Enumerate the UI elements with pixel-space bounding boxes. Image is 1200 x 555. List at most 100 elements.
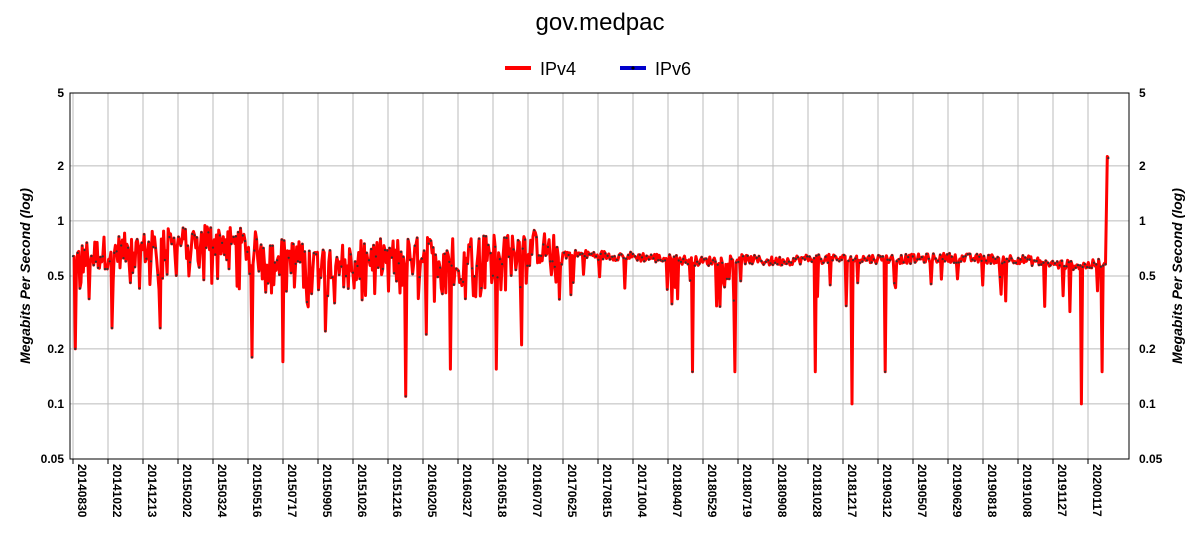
data-point	[546, 245, 550, 249]
data-point	[985, 259, 988, 262]
data-point	[627, 254, 630, 257]
data-point	[452, 283, 455, 286]
data-point	[443, 252, 446, 255]
data-point	[1019, 258, 1022, 261]
data-point	[969, 252, 972, 256]
data-point	[659, 258, 662, 262]
data-point	[1058, 264, 1061, 267]
data-point	[904, 253, 908, 256]
data-point	[1070, 260, 1073, 263]
data-point	[310, 292, 313, 295]
data-point	[432, 246, 435, 249]
data-point	[682, 258, 685, 261]
data-point	[959, 260, 963, 263]
data-point	[624, 257, 628, 260]
data-point	[824, 255, 827, 258]
x-tick-label: 20141213	[145, 464, 159, 518]
data-point	[370, 248, 373, 251]
data-point	[436, 275, 439, 278]
legend-item-ipv6[interactable]: IPv6	[620, 59, 691, 79]
data-point	[691, 370, 694, 373]
data-point	[191, 232, 194, 236]
data-point	[634, 255, 637, 258]
data-point	[803, 258, 807, 261]
data-point	[1037, 263, 1041, 266]
data-point	[156, 273, 159, 277]
data-point	[423, 249, 426, 252]
data-point	[1107, 157, 1110, 160]
data-point	[613, 255, 616, 258]
y-tick-label-left: 0.2	[47, 342, 64, 356]
data-point	[1081, 265, 1084, 269]
data-point	[294, 262, 297, 265]
data-point	[943, 260, 947, 263]
data-point	[338, 273, 341, 276]
data-point	[466, 262, 469, 265]
data-point	[909, 262, 912, 265]
data-point	[948, 252, 951, 255]
data-point	[322, 248, 325, 252]
data-point	[537, 254, 540, 257]
data-point	[250, 356, 254, 359]
data-point	[122, 257, 125, 260]
data-point	[840, 258, 843, 261]
data-point	[418, 276, 421, 279]
data-point	[1053, 262, 1057, 265]
data-point	[262, 247, 265, 250]
data-point	[992, 256, 995, 259]
data-point	[1067, 261, 1070, 264]
data-point	[1047, 261, 1050, 264]
data-point	[881, 255, 885, 258]
data-point	[266, 282, 270, 285]
data-point	[808, 255, 811, 258]
legend-item-ipv4[interactable]: IPv4	[505, 59, 576, 79]
data-point	[753, 254, 756, 257]
data-point	[893, 282, 896, 285]
data-point	[411, 272, 414, 276]
data-point	[147, 240, 150, 243]
data-point	[744, 262, 747, 265]
data-point	[489, 252, 492, 255]
data-point	[914, 261, 917, 264]
data-point	[494, 245, 497, 248]
series-layer	[71, 155, 1110, 406]
data-point	[920, 256, 924, 259]
data-point	[301, 242, 304, 246]
data-point	[911, 255, 914, 258]
data-point	[172, 236, 176, 240]
data-point	[590, 252, 593, 255]
data-point	[257, 270, 260, 273]
data-point	[670, 302, 674, 305]
data-point	[597, 258, 600, 261]
data-point	[457, 269, 460, 272]
data-point	[936, 259, 940, 262]
legend: IPv4 IPv6	[505, 59, 691, 79]
data-point	[188, 261, 192, 264]
x-tick-label: 20190312	[880, 464, 894, 518]
data-point	[124, 260, 127, 263]
data-point	[232, 235, 235, 239]
data-point	[530, 253, 534, 256]
data-point	[113, 251, 116, 254]
data-point	[746, 254, 749, 257]
y-tick-label-left: 1	[57, 214, 64, 228]
x-axis: 20140830 20141022 20141213 20150202 20150324…	[72, 459, 1104, 518]
x-tick-label: 20140830	[75, 464, 89, 518]
data-point	[1014, 261, 1018, 264]
data-point	[755, 256, 758, 259]
data-point	[923, 261, 926, 264]
data-point	[930, 282, 933, 285]
data-point	[771, 263, 774, 266]
data-point	[650, 253, 653, 256]
data-point	[78, 287, 81, 290]
data-point	[932, 252, 935, 255]
data-point	[780, 263, 784, 266]
data-point	[246, 250, 249, 253]
data-point	[99, 256, 102, 259]
data-point	[473, 275, 476, 278]
data-point	[975, 253, 979, 256]
data-point	[512, 248, 515, 251]
data-point	[383, 248, 387, 252]
data-point	[877, 254, 880, 257]
data-point	[205, 246, 208, 249]
